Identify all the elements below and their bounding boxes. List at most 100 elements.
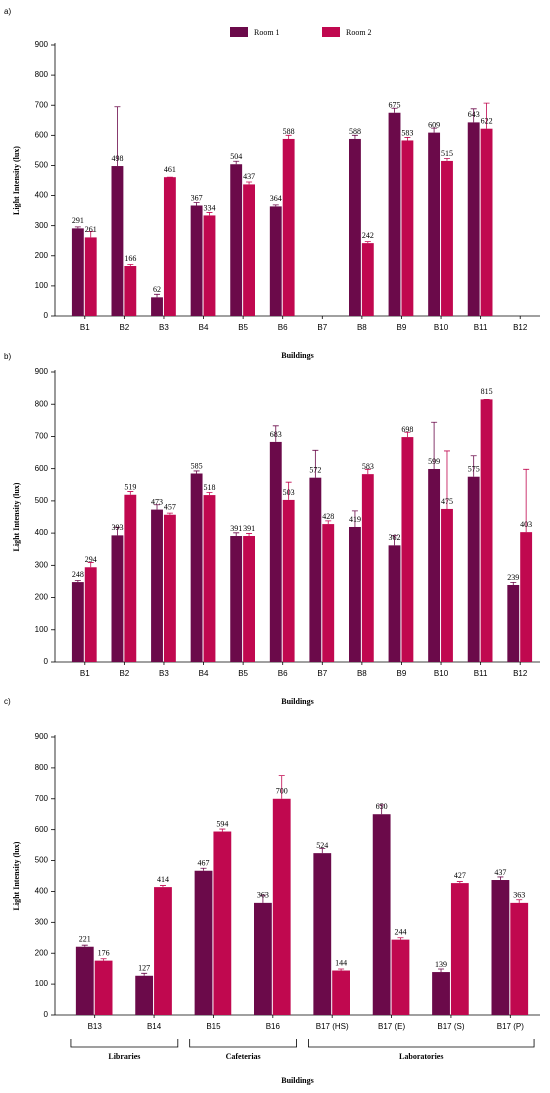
x-tick-label: B14 — [147, 1022, 162, 1031]
x-tick-label: B9 — [397, 323, 407, 332]
error-bar — [285, 481, 292, 500]
y-tick-label: 0 — [44, 1010, 49, 1019]
data-label: 334 — [203, 203, 215, 212]
data-label: 239 — [507, 573, 519, 582]
group-bracket — [70, 1039, 179, 1048]
bar — [190, 473, 203, 662]
data-label: 391 — [243, 524, 255, 533]
error-bar — [351, 510, 358, 527]
error-bar — [206, 492, 213, 496]
data-label: 504 — [230, 152, 242, 161]
error-bar — [285, 134, 292, 139]
x-tick-label: B12 — [513, 669, 528, 678]
x-tick-label: B11 — [474, 669, 488, 678]
bar — [111, 166, 124, 316]
bar — [154, 887, 172, 1015]
x-tick-label: B1 — [80, 669, 90, 678]
y-tick-label: 400 — [35, 528, 49, 537]
data-label: 261 — [85, 225, 97, 234]
legend-label: Room 1 — [254, 28, 280, 37]
data-label: 572 — [309, 466, 321, 475]
bar — [163, 514, 176, 662]
data-label: 675 — [389, 101, 401, 110]
y-axis-label: Light Intensity (lux) — [12, 146, 21, 215]
x-tick-label: B2 — [119, 669, 129, 678]
data-label: 139 — [435, 960, 447, 969]
error-bar — [272, 204, 279, 207]
x-tick-label: B13 — [88, 1022, 103, 1031]
data-label: 166 — [124, 254, 136, 263]
y-tick-label: 800 — [35, 70, 49, 79]
bar — [272, 798, 291, 1015]
error-bar — [338, 968, 345, 971]
error-bar — [200, 867, 207, 871]
data-label: 588 — [283, 127, 295, 136]
data-label: 518 — [203, 483, 215, 492]
bar — [84, 567, 97, 662]
data-label: 524 — [316, 841, 328, 850]
error-bar — [166, 512, 173, 515]
error-bar — [443, 450, 450, 509]
error-bar — [497, 876, 504, 881]
error-bar — [470, 455, 477, 477]
bar — [391, 939, 410, 1015]
x-axis-label: Buildings — [281, 351, 313, 360]
y-tick-label: 700 — [35, 432, 49, 441]
data-label: 363 — [513, 891, 525, 900]
y-tick-label: 900 — [35, 367, 49, 376]
error-bar — [246, 533, 253, 537]
bar — [322, 524, 335, 662]
group-label: Laboratories — [399, 1052, 443, 1061]
bar — [520, 532, 533, 662]
bar — [467, 122, 480, 316]
error-bar — [74, 226, 81, 229]
error-bar — [516, 899, 523, 903]
bar — [332, 970, 350, 1015]
x-tick-label: B8 — [357, 323, 367, 332]
bar — [441, 508, 453, 662]
error-bar — [510, 582, 517, 585]
error-bar — [364, 468, 371, 475]
bar — [84, 237, 97, 316]
legend-swatch — [230, 27, 248, 37]
data-label: 475 — [441, 497, 453, 506]
bar — [428, 468, 441, 662]
bar — [480, 128, 493, 316]
error-bar — [87, 230, 94, 238]
data-label: 683 — [270, 430, 282, 439]
error-bar — [431, 127, 438, 133]
data-label: 461 — [164, 165, 176, 174]
error-bar — [391, 107, 398, 113]
error-bar — [100, 958, 107, 961]
y-tick-label: 900 — [35, 40, 49, 49]
y-tick-label: 200 — [35, 251, 49, 260]
data-label: 815 — [481, 387, 493, 396]
x-tick-label: B8 — [357, 669, 367, 678]
group-bracket — [189, 1039, 297, 1048]
legend-swatch — [322, 27, 340, 37]
x-tick-label: B12 — [513, 323, 528, 332]
data-label: 428 — [322, 512, 334, 521]
data-label: 419 — [349, 515, 361, 524]
y-tick-label: 300 — [35, 221, 49, 230]
y-tick-label: 300 — [35, 560, 49, 569]
error-bar — [114, 106, 121, 167]
bar — [71, 582, 84, 662]
group-label: Cafeterias — [226, 1052, 261, 1061]
y-tick-label: 400 — [35, 191, 49, 200]
x-tick-label: B7 — [317, 323, 327, 332]
bar — [124, 494, 137, 662]
data-label: 609 — [428, 120, 440, 129]
error-bar — [127, 491, 134, 495]
bar — [203, 495, 216, 662]
bar — [135, 975, 154, 1015]
bar — [507, 584, 520, 662]
data-label: 291 — [72, 216, 84, 225]
bar — [480, 399, 493, 662]
x-tick-label: B11 — [474, 323, 488, 332]
error-bar — [351, 134, 358, 139]
y-tick-label: 700 — [35, 794, 49, 803]
data-label: 588 — [349, 127, 361, 136]
y-tick-label: 700 — [35, 100, 49, 109]
error-bar — [141, 972, 148, 976]
